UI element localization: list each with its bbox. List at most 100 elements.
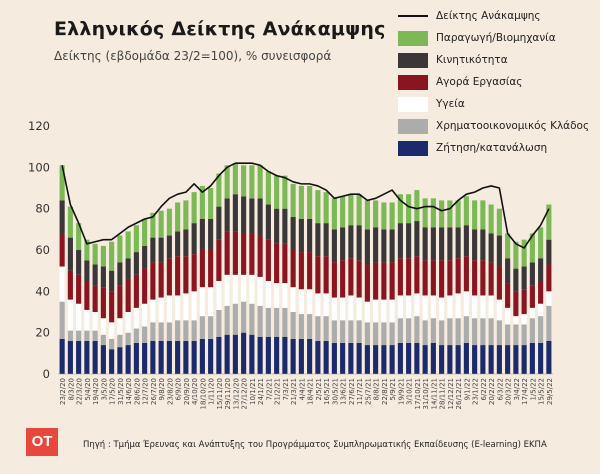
bar-segment (538, 281, 544, 304)
x-tick-label: 17/5/20 (109, 378, 117, 405)
bar-segment (125, 332, 131, 346)
bar-segment (175, 295, 181, 321)
x-tick-label: 12/7/20 (142, 378, 150, 405)
bar-segment (348, 343, 354, 374)
x-tick-label: 29/5/22 (546, 378, 554, 405)
bar-segment (307, 338, 313, 374)
bar-segment (282, 175, 288, 209)
bars-group (59, 163, 552, 374)
bar-segment (183, 229, 189, 257)
bar-segment (356, 297, 362, 321)
bar-segment (298, 338, 304, 374)
y-tick-label: 0 (43, 367, 50, 381)
bar-segment (496, 299, 502, 321)
bar-segment (439, 260, 445, 298)
bar-segment (100, 245, 106, 267)
bar-segment (133, 252, 139, 275)
bar-segment (315, 223, 321, 257)
bar-segment (340, 260, 346, 298)
bar-segment (397, 343, 403, 374)
bar-segment (109, 322, 115, 339)
bar-segment (381, 202, 387, 230)
bar-segment (439, 227, 445, 261)
bar-segment (76, 340, 82, 374)
bar-segment (232, 274, 238, 304)
bar-segment (348, 225, 354, 259)
bar-segment (488, 233, 494, 263)
x-tick-label: 20/3/22 (505, 378, 513, 405)
bar-segment (265, 204, 271, 240)
bar-segment (224, 305, 230, 335)
x-tick-label: 29/11/20 (224, 378, 232, 409)
bar-segment (282, 208, 288, 244)
bar-segment (414, 293, 420, 317)
bar-segment (92, 285, 98, 312)
legend-label: Δείκτης Ανάκαμψης (436, 10, 541, 22)
bar-segment (439, 297, 445, 321)
bar-segment (117, 334, 123, 348)
legend-item-production: Παραγωγή/Βιομηχανία (398, 28, 598, 50)
bar-segment (59, 301, 65, 339)
bar-segment (166, 322, 172, 341)
bar-segment (84, 281, 90, 310)
bar-segment (381, 229, 387, 263)
x-tick-label: 28/6/20 (133, 378, 141, 405)
x-tick-label: 23/8/20 (166, 378, 174, 405)
legend-item-finance: Χρηματοοικονομικός Κλάδος (398, 116, 598, 138)
bar-segment (364, 264, 370, 302)
bar-segment (488, 318, 494, 346)
x-tick-label: 6/2/22 (480, 378, 488, 401)
bar-segment (257, 235, 263, 277)
bar-segment (356, 320, 362, 343)
bar-segment (439, 320, 445, 346)
bar-segment (249, 198, 255, 234)
x-tick-label: 13/12/20 (232, 378, 240, 409)
bar-segment (224, 165, 230, 199)
bar-segment (257, 336, 263, 374)
bar-segment (414, 221, 420, 257)
bar-segment (290, 216, 296, 250)
legend-label: Υγεία (436, 98, 465, 110)
bar-segment (265, 336, 271, 374)
bar-segment (216, 239, 222, 281)
bar-segment (59, 165, 65, 201)
bar-segment (389, 229, 395, 263)
bar-segment (447, 260, 453, 296)
bar-segment (307, 219, 313, 253)
bar-segment (373, 227, 379, 263)
bar-segment (117, 347, 123, 374)
bar-segment (538, 227, 544, 259)
bar-segment (257, 305, 263, 337)
bar-segment (183, 256, 189, 294)
bar-segment (323, 340, 329, 374)
bar-segment (133, 343, 139, 374)
bar-segment (76, 330, 82, 341)
bar-segment (546, 291, 552, 306)
bar-segment (67, 340, 73, 374)
legend-swatch (398, 31, 428, 46)
bar-segment (274, 336, 280, 374)
bar-segment (298, 185, 304, 219)
bar-segment (150, 262, 156, 300)
bar-segment (315, 293, 321, 317)
bar-segment (150, 299, 156, 323)
bar-segment (480, 229, 486, 261)
legend-swatch (398, 119, 428, 134)
bar-segment (117, 235, 123, 263)
bar-segment (406, 258, 412, 296)
bar-segment (166, 295, 172, 323)
x-tick-label: 1/11/20 (208, 378, 216, 405)
bar-segment (414, 190, 420, 222)
x-tick-label: 13/6/21 (340, 378, 348, 405)
bar-segment (496, 235, 502, 267)
bar-segment (422, 345, 428, 374)
stacked-bar-chart: 0 20 40 60 80 100 120 23/2/20 8/3/20 22/3/20 5/4/2… (28, 119, 554, 409)
bar-segment (439, 345, 445, 374)
bar-segment (199, 338, 205, 374)
bar-segment (463, 196, 469, 226)
bar-segment (472, 295, 478, 319)
bar-segment (274, 208, 280, 244)
x-tick-label: 18/10/20 (199, 378, 207, 409)
bar-segment (100, 318, 106, 335)
bar-segment (521, 324, 527, 346)
